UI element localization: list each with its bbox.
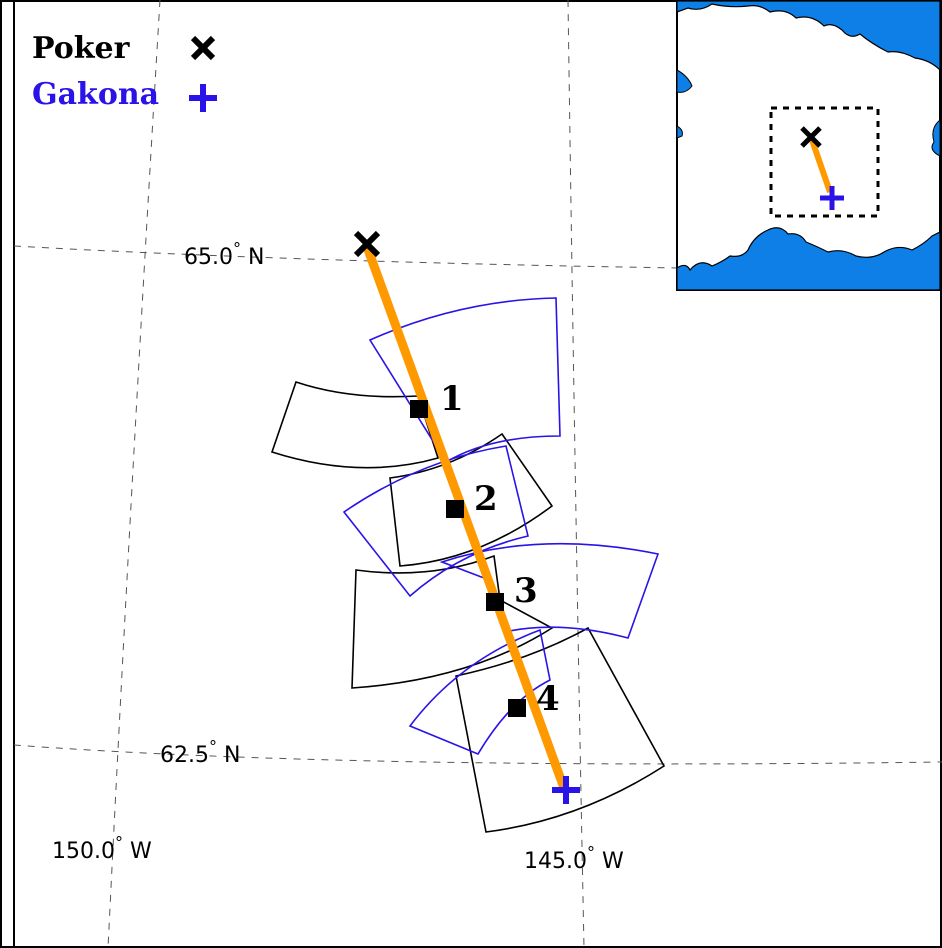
poker-sector-4 (455, 626, 666, 833)
gakona-marker-icon (552, 776, 580, 804)
inset-water-west-2 (676, 125, 683, 139)
lat-line-65 (13, 245, 681, 269)
gakona-sector-4 (408, 628, 551, 756)
beam-label-2: 2 (474, 479, 498, 519)
inset-gakona-marker-icon (820, 186, 844, 210)
beam-marker-1 (410, 400, 428, 418)
gakona-fan-sectors (342, 297, 660, 756)
poker-fan-sectors (270, 380, 666, 833)
x-cross-icon (190, 35, 216, 61)
lon-line-150 (107, 0, 161, 948)
lon-label-145: 145.0° W (524, 843, 624, 874)
inset-poker-marker-icon (800, 126, 822, 148)
lat-label-65: 65.0° N (184, 239, 264, 270)
poker-marker-icon (353, 230, 381, 258)
grid-labels: 65.0° N 62.5° N 150.0° W 145.0° W (52, 239, 624, 874)
legend: Poker Gakona (32, 31, 217, 112)
gakona-sector-1 (368, 297, 561, 464)
graticule (13, 0, 942, 948)
poker-sector-1 (270, 380, 440, 469)
beam-markers (410, 400, 526, 717)
legend-gakona-label: Gakona (32, 77, 159, 112)
inset-water-south (676, 227, 941, 291)
beam-marker-4 (508, 699, 526, 717)
lon-line-145 (567, 0, 585, 948)
beam-marker-3 (486, 593, 504, 611)
beam-label-3: 3 (514, 571, 538, 611)
gakona-sector-2 (342, 445, 529, 598)
poker-sector-2 (389, 432, 554, 567)
inset-water-east (931, 118, 941, 157)
beam-label-1: 1 (440, 379, 464, 419)
beam-labels: 1 2 3 4 (440, 379, 560, 719)
inset-map (676, 0, 941, 291)
path-line (361, 242, 569, 790)
lon-label-150: 150.0° W (52, 833, 152, 864)
inset-water-west (676, 69, 693, 93)
poker-sector-3 (351, 554, 554, 689)
plus-cross-icon (189, 84, 217, 112)
inset-region-box (769, 106, 880, 218)
legend-poker-label: Poker (32, 31, 131, 66)
lat-line-62-5 (13, 744, 942, 765)
inset-path-line (809, 139, 833, 193)
beam-marker-2 (446, 500, 464, 518)
inset-water-north (676, 0, 941, 72)
beam-label-4: 4 (536, 679, 560, 719)
gakona-sector-3 (439, 542, 660, 639)
lat-label-62-5: 62.5° N (160, 737, 240, 768)
